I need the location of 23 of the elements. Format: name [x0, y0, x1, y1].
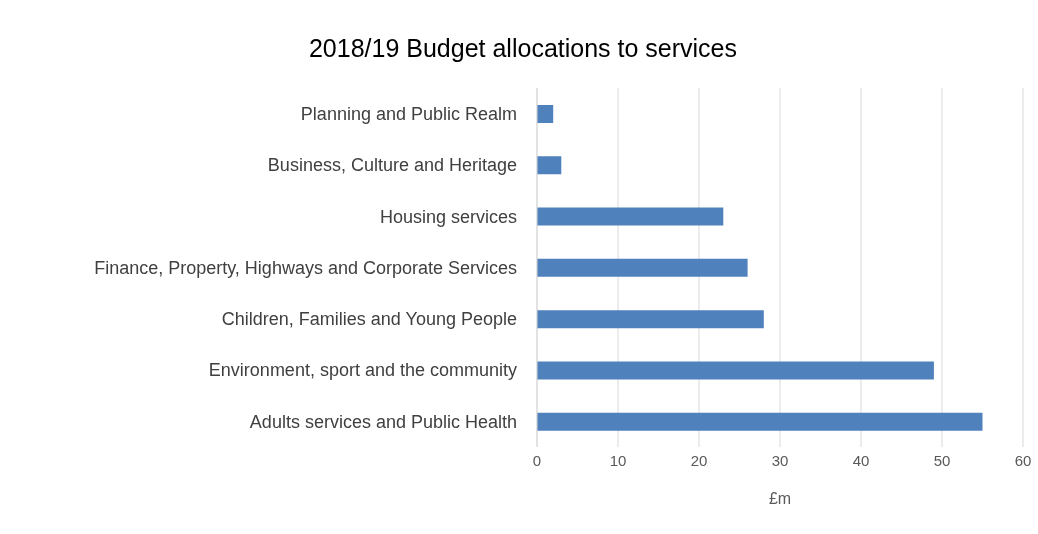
x-tick-label: 30: [771, 451, 789, 469]
bar: [537, 156, 562, 175]
y-tick-label: Environment, sport and the community: [208, 360, 517, 381]
bar: [537, 207, 724, 226]
y-tick-label: Housing services: [379, 206, 517, 227]
y-tick-label: Children, Families and Young People: [221, 309, 517, 330]
y-tick-label: Adults services and Public Health: [249, 411, 517, 432]
bar: [537, 412, 983, 431]
bar: [537, 105, 554, 123]
x-tick-label: 10: [609, 451, 627, 469]
x-tick-label: 60: [1014, 451, 1032, 469]
x-tick-label: 50: [933, 451, 951, 469]
x-tick-label: 20: [690, 451, 708, 469]
bar: [537, 258, 748, 277]
chart-title: 2018/19 Budget allocations to services: [307, 32, 739, 64]
x-axis-title: £m: [768, 490, 792, 507]
x-tick-label: 40: [852, 451, 870, 469]
y-tick-label: Planning and Public Realm: [300, 104, 517, 125]
bar: [537, 361, 934, 380]
y-tick-label: Business, Culture and Heritage: [267, 155, 517, 176]
bar: [537, 310, 764, 329]
x-tick-label: 0: [532, 451, 542, 469]
y-tick-label: Finance, Property, Highways and Corporate Services: [94, 257, 517, 278]
